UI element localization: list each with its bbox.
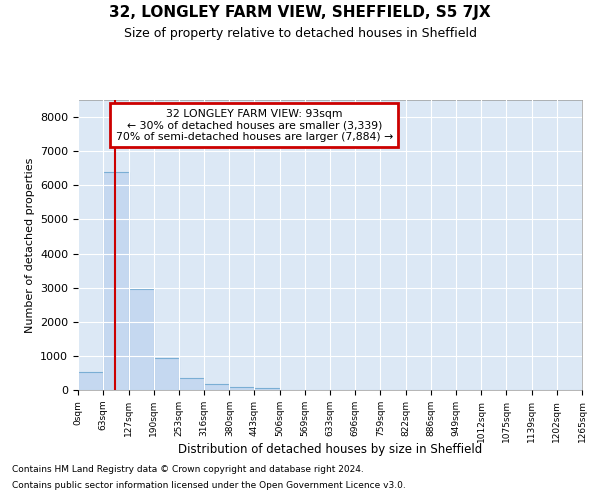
- Text: Size of property relative to detached houses in Sheffield: Size of property relative to detached ho…: [124, 28, 476, 40]
- Bar: [103, 172, 128, 390]
- Bar: [78, 372, 103, 390]
- Text: Contains HM Land Registry data © Crown copyright and database right 2024.: Contains HM Land Registry data © Crown c…: [12, 466, 364, 474]
- Bar: [179, 378, 204, 390]
- Text: Contains public sector information licensed under the Open Government Licence v3: Contains public sector information licen…: [12, 480, 406, 490]
- Text: 32 LONGLEY FARM VIEW: 93sqm
← 30% of detached houses are smaller (3,339)
70% of : 32 LONGLEY FARM VIEW: 93sqm ← 30% of det…: [116, 108, 393, 142]
- Bar: [204, 384, 229, 390]
- Bar: [128, 290, 154, 390]
- Text: 32, LONGLEY FARM VIEW, SHEFFIELD, S5 7JX: 32, LONGLEY FARM VIEW, SHEFFIELD, S5 7JX: [109, 5, 491, 20]
- Bar: [154, 358, 179, 390]
- Y-axis label: Number of detached properties: Number of detached properties: [25, 158, 35, 332]
- Text: Distribution of detached houses by size in Sheffield: Distribution of detached houses by size …: [178, 442, 482, 456]
- Bar: [229, 386, 254, 390]
- Bar: [254, 388, 280, 390]
